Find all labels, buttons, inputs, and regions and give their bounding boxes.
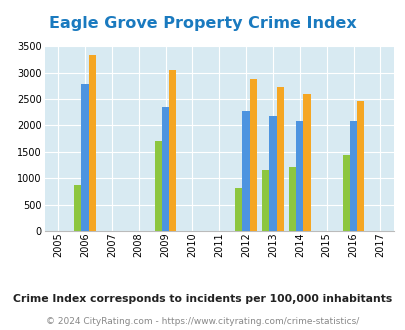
Bar [169, 71, 176, 231]
Bar [154, 141, 162, 231]
Bar [288, 167, 296, 231]
Bar [81, 84, 88, 231]
Text: © 2024 CityRating.com - https://www.cityrating.com/crime-statistics/: © 2024 CityRating.com - https://www.city… [46, 317, 359, 326]
Bar [349, 121, 356, 231]
Text: Eagle Grove Property Crime Index: Eagle Grove Property Crime Index [49, 16, 356, 31]
Text: Crime Index corresponds to incidents per 100,000 inhabitants: Crime Index corresponds to incidents per… [13, 294, 392, 304]
Bar [269, 116, 276, 231]
Bar [162, 108, 169, 231]
Bar [262, 170, 269, 231]
Bar [249, 80, 256, 231]
Bar [356, 101, 364, 231]
Bar [234, 188, 242, 231]
Bar [276, 87, 283, 231]
Bar [74, 184, 81, 231]
Bar [303, 94, 310, 231]
Bar [296, 121, 303, 231]
Bar [342, 155, 349, 231]
Bar [88, 55, 96, 231]
Bar [242, 111, 249, 231]
